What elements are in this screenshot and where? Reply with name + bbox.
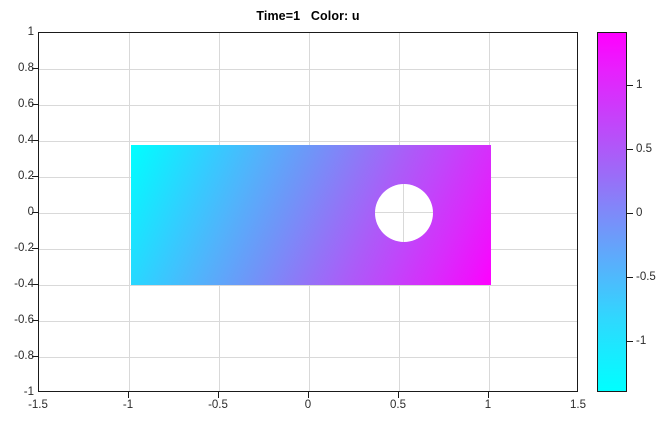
y-tick-label: 0.8 bbox=[18, 62, 34, 74]
y-tick-label: 1 bbox=[27, 26, 34, 38]
gridline-vertical-through-hole bbox=[403, 184, 404, 242]
colorbar-tick-mark bbox=[627, 149, 633, 150]
colorbar[interactable] bbox=[597, 32, 627, 392]
x-tick-label: -0.5 bbox=[208, 399, 228, 411]
y-tick-label: -1 bbox=[23, 386, 34, 398]
solution-field-patch bbox=[131, 145, 491, 285]
x-tick-mark bbox=[488, 392, 489, 398]
y-tick-label: -0.4 bbox=[14, 278, 34, 290]
colorbar-tick-label: -1 bbox=[636, 335, 647, 347]
gridline-horizontal bbox=[39, 105, 577, 106]
colorbar-tick-mark bbox=[627, 213, 633, 214]
y-tick-mark bbox=[32, 104, 38, 105]
x-tick-label: -1 bbox=[122, 399, 134, 411]
gridline-horizontal bbox=[39, 285, 577, 286]
x-tick-label: 0.5 bbox=[390, 399, 406, 411]
y-tick-mark bbox=[32, 176, 38, 177]
y-tick-mark bbox=[32, 140, 38, 141]
x-tick-mark bbox=[308, 392, 309, 398]
page-title: Time=1 Color: u bbox=[256, 9, 360, 23]
x-tick-mark bbox=[128, 392, 129, 398]
x-tick-mark bbox=[398, 392, 399, 398]
colorbar-tick-label: 0.5 bbox=[636, 143, 652, 155]
y-tick-mark bbox=[32, 68, 38, 69]
y-tick-mark bbox=[32, 320, 38, 321]
colorbar-tick-mark bbox=[627, 85, 633, 86]
gridline-horizontal bbox=[39, 321, 577, 322]
y-tick-label: 0.4 bbox=[18, 134, 34, 146]
colorbar-tick-label: -0.5 bbox=[636, 271, 656, 283]
x-tick-label: -1.5 bbox=[28, 399, 48, 411]
y-tick-label: 0.6 bbox=[18, 98, 34, 110]
x-tick-label: 0 bbox=[304, 399, 312, 411]
circular-hole bbox=[375, 184, 433, 242]
colorbar-tick-label: 1 bbox=[636, 79, 643, 91]
gridline-horizontal bbox=[39, 69, 577, 70]
colorbar-tick-label: 0 bbox=[636, 207, 643, 219]
plot-axes[interactable] bbox=[38, 32, 578, 392]
colorbar-tick-mark bbox=[627, 341, 633, 342]
y-tick-label: -0.6 bbox=[14, 314, 34, 326]
x-tick-label: 1 bbox=[484, 399, 492, 411]
gridline-horizontal bbox=[39, 141, 577, 142]
y-tick-label: -0.8 bbox=[14, 350, 34, 362]
colorbar-tick-mark bbox=[627, 277, 633, 278]
y-tick-mark bbox=[32, 212, 38, 213]
gridline-horizontal bbox=[39, 357, 577, 358]
y-tick-mark bbox=[32, 284, 38, 285]
x-tick-label: 1.5 bbox=[570, 399, 586, 411]
y-tick-label: 0.2 bbox=[18, 170, 34, 182]
x-tick-mark bbox=[218, 392, 219, 398]
gridline-vertical bbox=[129, 33, 130, 391]
y-tick-mark bbox=[32, 356, 38, 357]
y-tick-mark bbox=[32, 248, 38, 249]
y-tick-label: -0.2 bbox=[14, 242, 34, 254]
y-tick-label: 0 bbox=[27, 206, 34, 218]
gridline-horizontal-through-hole bbox=[375, 212, 433, 213]
